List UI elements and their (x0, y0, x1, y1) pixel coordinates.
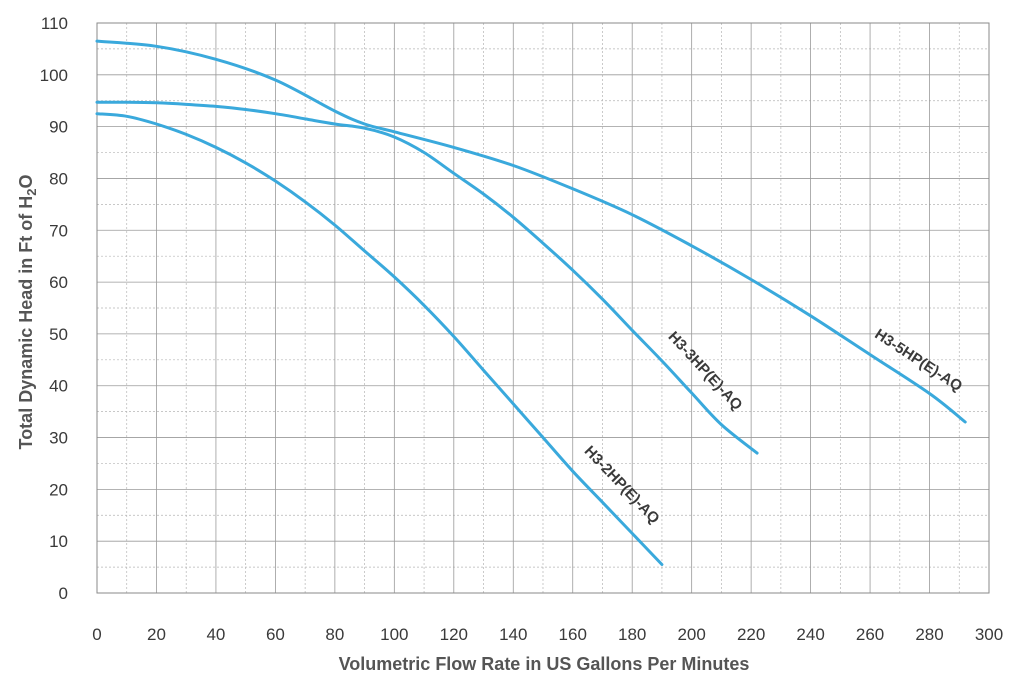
x-tick-label: 260 (856, 625, 884, 644)
series-label-h3-2hp-e-aq: H3-2HP(E)-AQ (581, 443, 663, 528)
x-tick-label: 220 (737, 625, 765, 644)
x-tick-label: 120 (440, 625, 468, 644)
series-line-h3-5hp-e-aq (95, 39, 967, 424)
y-tick-label: 80 (49, 169, 68, 188)
y-tick-label: 90 (49, 118, 68, 137)
x-tick-label: 100 (380, 625, 408, 644)
y-tick-label: 60 (49, 273, 68, 292)
x-tick-label: 140 (499, 625, 527, 644)
x-tick-label: 160 (559, 625, 587, 644)
plot-frame (96, 22, 990, 594)
y-tick-label: 100 (40, 66, 68, 85)
y-tick-label: 10 (49, 532, 68, 551)
y-axis-title: Total Dynamic Head in Ft of H2O (16, 175, 39, 450)
y-tick-label: 0 (59, 584, 68, 603)
y-tick-label: 40 (49, 377, 68, 396)
x-axis-title: Volumetric Flow Rate in US Gallons Per M… (339, 654, 750, 674)
series-line-h3-3hp-e-aq (95, 100, 759, 455)
x-tick-label: 0 (92, 625, 101, 644)
x-tick-label: 20 (147, 625, 166, 644)
x-tick-label: 200 (677, 625, 705, 644)
grid (96, 22, 990, 594)
x-tick-label: 60 (266, 625, 285, 644)
x-tick-label: 40 (206, 625, 225, 644)
y-tick-label: 20 (49, 480, 68, 499)
x-tick-label: 280 (915, 625, 943, 644)
x-tick-label: 80 (325, 625, 344, 644)
series-label-h3-3hp-e-aq: H3-3HP(E)-AQ (665, 328, 746, 414)
series-line-h3-2hp-e-aq (95, 112, 664, 566)
series-lines (95, 39, 967, 566)
y-tick-label: 30 (49, 429, 68, 448)
axis-ticks: 0 20 40 60 80 100 120 140 160 180 200 220 240 260 280 3… (40, 14, 1004, 644)
y-tick-label: 50 (49, 325, 68, 344)
y-tick-label: 110 (41, 14, 68, 33)
x-tick-label: 240 (796, 625, 824, 644)
x-tick-label: 180 (618, 625, 646, 644)
y-tick-label: 70 (49, 221, 68, 240)
x-tick-label: 300 (975, 625, 1003, 644)
